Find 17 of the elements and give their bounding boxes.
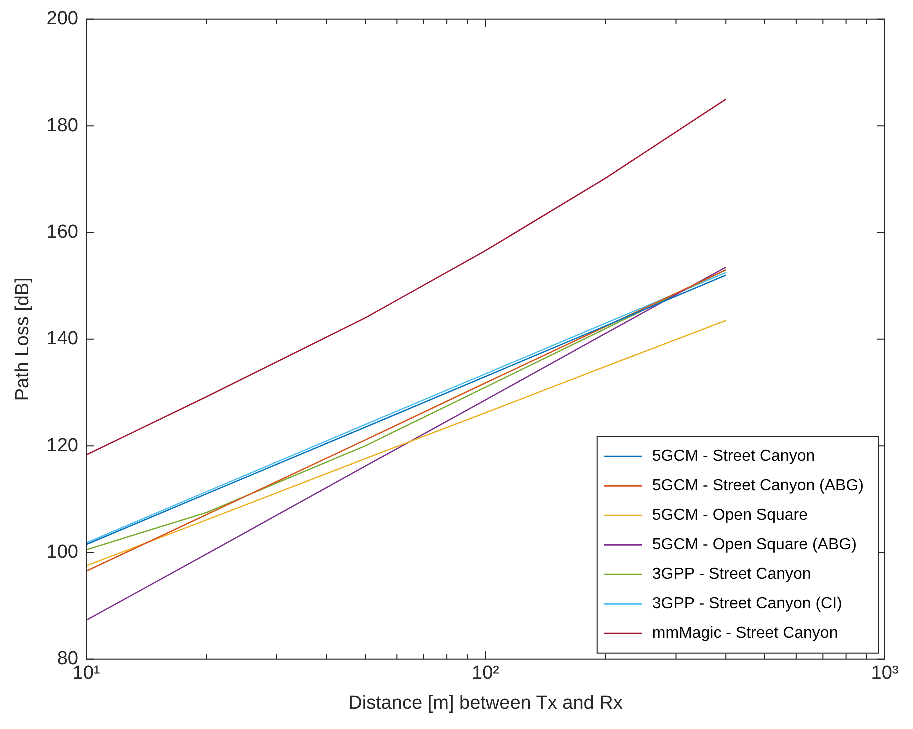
y-tick-label: 140 — [46, 328, 78, 350]
y-tick-label: 100 — [46, 542, 78, 563]
x-tick-label: 10³ — [871, 663, 899, 684]
y-tick-label: 120 — [46, 435, 78, 456]
legend-label: 3GPP - Street Canyon — [652, 566, 812, 584]
y-tick-label: 160 — [46, 222, 78, 243]
legend-label: 5GCM - Open Square — [652, 507, 808, 524]
legend-label: 5GCM - Street Canyon — [652, 448, 816, 466]
y-tick-label: 200 — [46, 8, 78, 30]
legend-label: 3GPP - Street Canyon (CI) — [652, 596, 842, 613]
legend-label: 5GCM - Open Square (ABG) — [652, 536, 857, 554]
y-axis-title: Path Loss [dB] — [12, 278, 34, 402]
y-tick-label: 180 — [46, 115, 78, 136]
x-axis-title: Distance [m] between Tx and Rx — [348, 692, 624, 714]
x-tick-label: 10² — [472, 663, 500, 684]
legend-label: 5GCM - Street Canyon (ABG) — [652, 478, 864, 495]
legend-label: mmMagic - Street Canyon — [652, 625, 838, 642]
